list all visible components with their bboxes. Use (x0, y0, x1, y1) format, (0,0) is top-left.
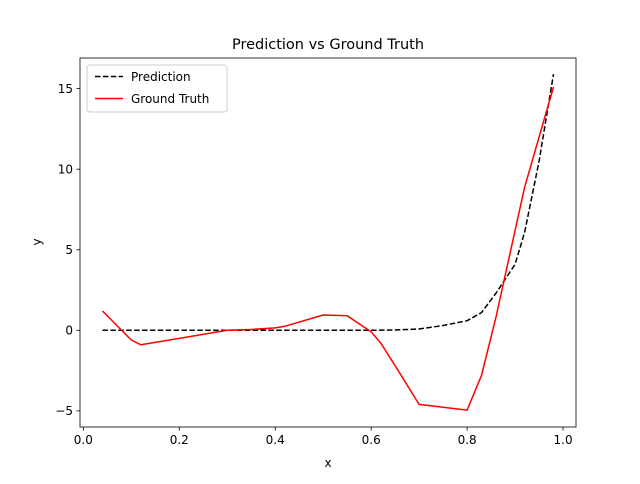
x-tick-label: 0.0 (74, 433, 93, 447)
x-tick-label: 1.0 (554, 433, 573, 447)
x-tick-label: 0.6 (362, 433, 381, 447)
x-axis-ticks: 0.0 0.2 0.4 0.6 0.8 1.0 (74, 427, 573, 447)
x-tick-label: 0.8 (458, 433, 477, 447)
plot-area (79, 57, 577, 428)
legend-label: Prediction (131, 70, 191, 84)
x-axis-label: x (324, 456, 331, 470)
y-tick-label: 5 (65, 243, 73, 257)
x-tick-label: 0.4 (266, 433, 285, 447)
y-axis-label: y (30, 238, 44, 245)
y-tick-label: −5 (55, 404, 73, 418)
series-line-1 (101, 86, 555, 411)
chart-title: Prediction vs Ground Truth (232, 37, 424, 53)
y-tick-label: 15 (58, 82, 73, 96)
legend: Prediction Ground Truth (86, 64, 228, 113)
axes-frame (79, 57, 577, 428)
legend-label: Ground Truth (131, 92, 209, 106)
y-axis-ticks: −5 0 5 10 15 (55, 82, 80, 418)
x-tick-label: 0.2 (170, 433, 189, 447)
y-tick-label: 0 (65, 324, 73, 338)
series-line-0 (102, 73, 555, 332)
y-tick-label: 10 (58, 162, 73, 176)
